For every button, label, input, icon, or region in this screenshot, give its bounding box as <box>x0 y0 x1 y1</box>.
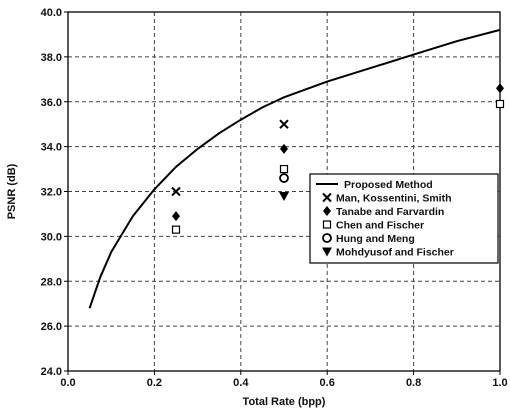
plot-frame <box>67 11 501 372</box>
x-axis-label: Total Rate (bpp) <box>243 396 326 408</box>
y-tick-label: 40.0 <box>41 7 62 19</box>
legend-label: Tanabe and Farvardin <box>336 206 444 218</box>
x-tick-label: 0.6 <box>320 377 335 389</box>
legend-entry: Hung and Meng <box>322 233 415 245</box>
y-tick-label: 26.0 <box>41 321 62 333</box>
legend-swatch <box>322 247 332 257</box>
series-line <box>88 28 501 309</box>
data-point <box>172 211 180 222</box>
y-tick-label: 24.0 <box>41 366 62 378</box>
series-2 <box>172 83 504 222</box>
legend-label: Chen and Fischer <box>336 220 424 232</box>
data-point <box>171 186 181 197</box>
legend-label: Hung and Meng <box>336 233 415 245</box>
legend-swatch <box>322 192 332 203</box>
y-tick-label: 34.0 <box>41 142 62 154</box>
series-1 <box>171 119 289 197</box>
data-point <box>279 164 289 174</box>
data-point <box>280 143 288 154</box>
x-tick-label: 0.0 <box>60 377 75 389</box>
legend-entry: Proposed Method <box>316 179 433 191</box>
legend-swatch <box>322 220 332 229</box>
axes <box>64 11 501 375</box>
x-tick-label: 0.2 <box>147 377 162 389</box>
x-tick-label: 1.0 <box>492 377 507 389</box>
legend-swatch <box>323 206 331 216</box>
y-tick-label: 28.0 <box>41 276 62 288</box>
legend-label: Man, Kossentini, Smith <box>336 193 452 205</box>
legend-entry: Mohdyusof and Fischer <box>322 247 454 259</box>
y-axis-label: PSNR (dB) <box>6 163 18 219</box>
tick-labels: 0.0 0.2 0.4 0.6 0.8 1.0 24.0 26.0 28.0 30.0 32.0 34… <box>41 7 508 389</box>
legend-entry: Tanabe and Farvardin <box>323 206 444 218</box>
data-point <box>495 99 505 109</box>
x-tick-label: 0.8 <box>406 377 421 389</box>
legend: Proposed Method Man, Kossentini, SmithTan… <box>309 173 499 264</box>
x-tick-label: 0.4 <box>233 377 249 389</box>
y-tick-label: 32.0 <box>41 187 62 199</box>
series-3 <box>171 99 505 234</box>
legend-entry: Chen and Fischer <box>322 220 424 232</box>
legend-swatch <box>322 233 332 243</box>
data-point <box>279 119 289 129</box>
y-tick-label: 38.0 <box>41 52 62 64</box>
legend-label: Mohdyusof and Fischer <box>336 247 454 259</box>
y-tick-label: 30.0 <box>41 231 62 243</box>
series-0 <box>88 28 501 309</box>
data-point <box>279 173 289 183</box>
data-point <box>496 83 504 94</box>
legend-box <box>309 173 499 264</box>
legend-label: Proposed Method <box>344 179 433 191</box>
series-4 <box>279 173 289 183</box>
data-series <box>88 28 505 309</box>
data-point <box>279 191 289 201</box>
y-tick-label: 36.0 <box>41 97 62 109</box>
series-5 <box>279 191 289 201</box>
legend-entry: Man, Kossentini, Smith <box>322 192 452 205</box>
data-point <box>171 225 181 234</box>
